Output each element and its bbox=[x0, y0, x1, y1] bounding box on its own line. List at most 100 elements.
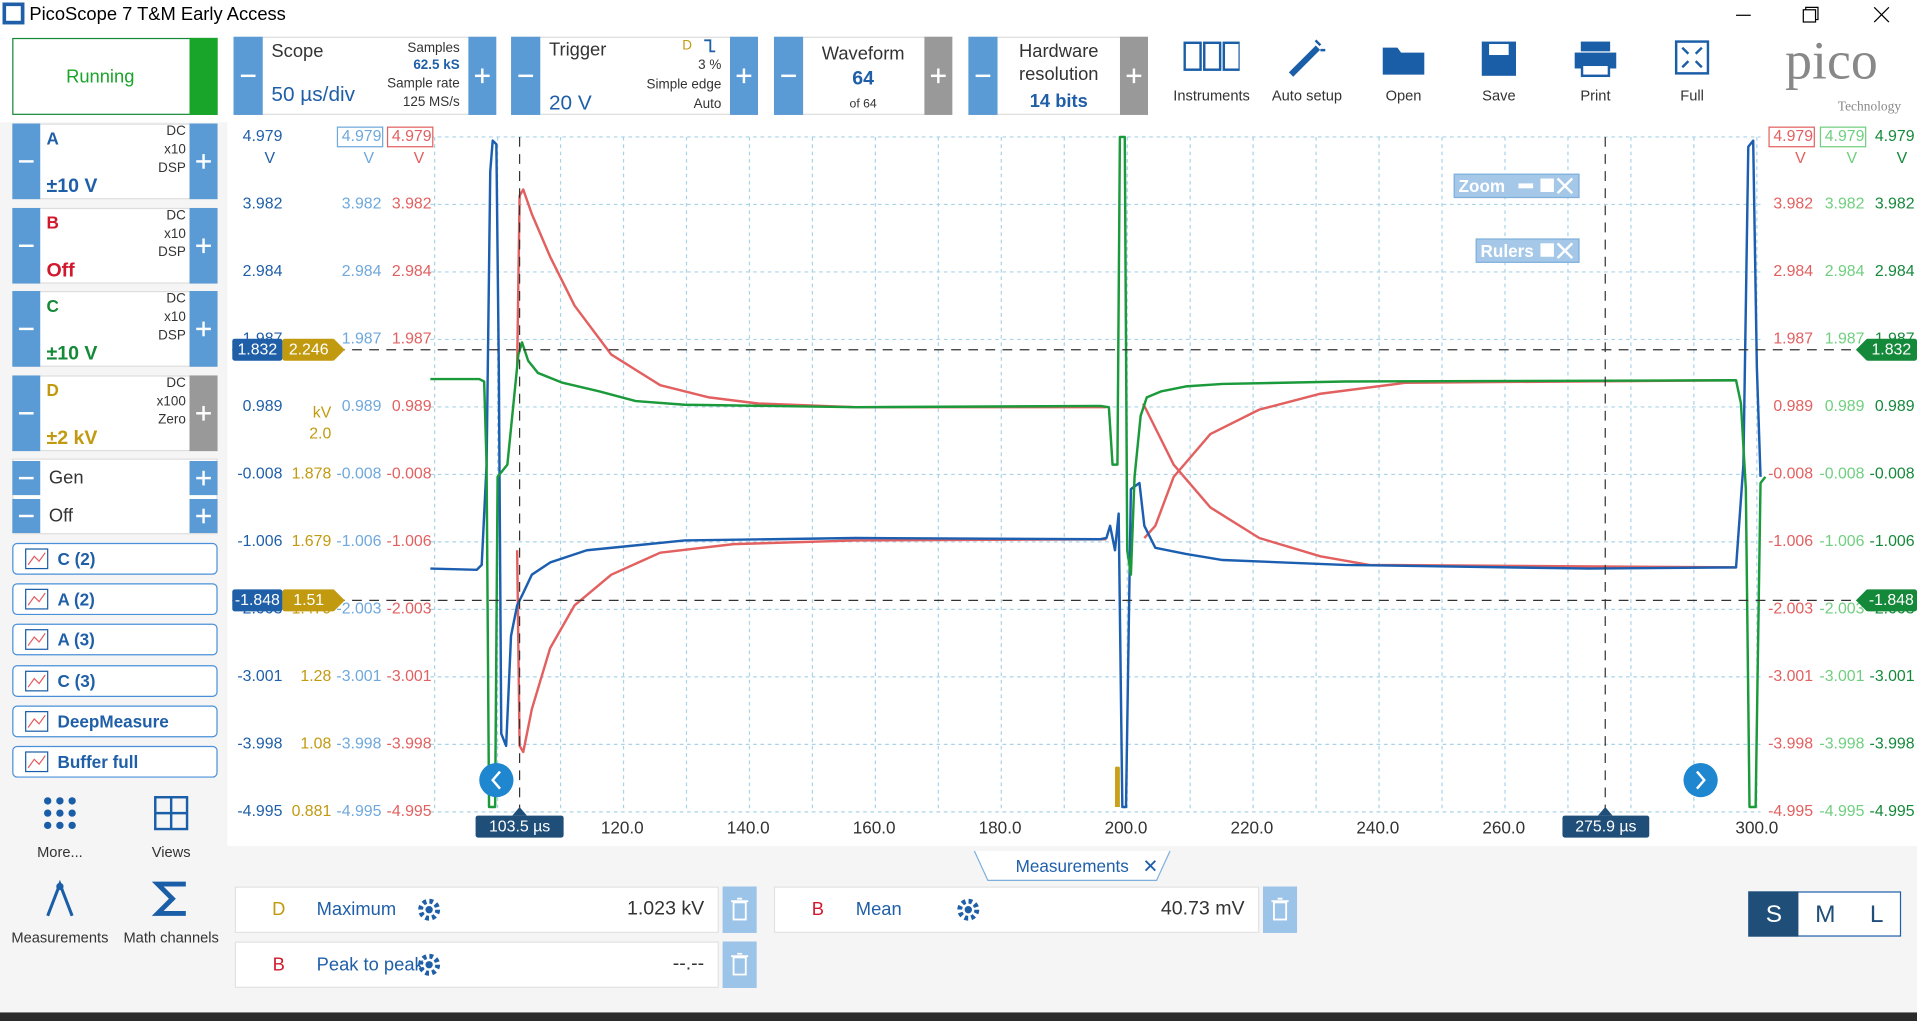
minus-button[interactable] bbox=[968, 36, 998, 115]
zoom-overlay-controls[interactable] bbox=[1516, 176, 1577, 196]
view-icon bbox=[25, 670, 49, 691]
side-button-label[interactable]: More... bbox=[37, 843, 83, 861]
toolbar-button-label[interactable]: Print bbox=[1580, 86, 1611, 104]
delete-button[interactable] bbox=[1262, 886, 1298, 933]
close[interactable] bbox=[1872, 5, 1892, 25]
level-ruler-box bbox=[282, 589, 335, 612]
size-button[interactable]: L bbox=[1869, 901, 1884, 929]
axis-label: 3.982 bbox=[1875, 196, 1915, 213]
delete-button[interactable] bbox=[722, 886, 757, 933]
axis-label: -2.003 bbox=[387, 601, 432, 618]
icon-shape bbox=[937, 68, 940, 84]
rulers-overlay-controls[interactable] bbox=[1536, 241, 1578, 261]
icon-shape bbox=[27, 633, 46, 647]
plus-button[interactable] bbox=[189, 498, 218, 534]
minus-button[interactable] bbox=[233, 36, 263, 115]
icon-shape bbox=[44, 821, 52, 830]
toolbar-button-label[interactable]: Open bbox=[1385, 86, 1422, 104]
axis-label: 0.989 bbox=[1773, 398, 1813, 415]
run-status: Running bbox=[66, 66, 135, 88]
plus-button[interactable] bbox=[189, 123, 218, 200]
rulers-overlay[interactable] bbox=[1475, 238, 1580, 263]
toolbar-button-label[interactable]: Full bbox=[1680, 86, 1704, 104]
icon-shape bbox=[732, 956, 747, 976]
toolbar-button-label[interactable]: Auto setup bbox=[1271, 86, 1343, 104]
view-button[interactable] bbox=[12, 705, 218, 738]
toolbar-button-label[interactable]: Instruments bbox=[1173, 86, 1250, 104]
plus-button[interactable] bbox=[729, 36, 758, 115]
view-button[interactable] bbox=[12, 664, 218, 697]
settings-icon[interactable] bbox=[417, 897, 441, 921]
view-button[interactable] bbox=[12, 745, 218, 778]
sample-rate: 125 MS/s bbox=[402, 94, 460, 110]
nav-left[interactable] bbox=[479, 762, 514, 798]
channel-panel bbox=[12, 207, 218, 284]
plus-button[interactable] bbox=[1119, 36, 1149, 115]
side-icon[interactable] bbox=[151, 879, 191, 918]
icon-shape bbox=[202, 470, 205, 486]
plus-button[interactable] bbox=[189, 207, 218, 284]
toolbar-icon[interactable] bbox=[1183, 38, 1240, 80]
plus-button[interactable] bbox=[189, 460, 218, 496]
side-icon[interactable] bbox=[40, 794, 79, 833]
view-label: C (2) bbox=[57, 549, 96, 569]
zoom-overlay[interactable] bbox=[1453, 173, 1580, 199]
axis-label: 1.878 bbox=[292, 466, 332, 483]
side-icon[interactable] bbox=[40, 879, 79, 918]
window-title: PicoScope 7 T&M Early Access bbox=[29, 4, 286, 26]
settings-icon[interactable] bbox=[417, 953, 441, 977]
minus-button[interactable] bbox=[773, 36, 804, 115]
logo-tagline: Technology bbox=[1837, 99, 1902, 115]
axis-label: 1.08 bbox=[300, 736, 331, 753]
plus-button[interactable] bbox=[924, 36, 953, 115]
minus-button[interactable] bbox=[12, 375, 41, 452]
view-button[interactable] bbox=[12, 542, 218, 575]
icon-shape bbox=[1873, 6, 1890, 23]
toolbar-icon[interactable] bbox=[1375, 38, 1431, 80]
axis-top-box bbox=[1819, 126, 1867, 148]
view-button[interactable] bbox=[12, 624, 218, 656]
generator-state: Off bbox=[48, 505, 74, 527]
delete-button[interactable] bbox=[722, 941, 757, 988]
trigger-label: Trigger bbox=[548, 39, 607, 61]
axis-label: 0.989 bbox=[342, 398, 382, 415]
side-button-label[interactable]: Measurements bbox=[11, 929, 109, 947]
size-button[interactable]: S bbox=[1765, 901, 1783, 929]
toolbar-icon[interactable] bbox=[1567, 38, 1623, 80]
resolution-label: resolution bbox=[1018, 64, 1099, 85]
measurements-tab-shape[interactable] bbox=[973, 850, 1171, 882]
minimize[interactable] bbox=[1734, 5, 1754, 25]
minus-button[interactable] bbox=[12, 291, 41, 367]
plus-button[interactable] bbox=[189, 375, 218, 452]
toolbar-icon[interactable] bbox=[1471, 38, 1527, 80]
axis-label: -1.006 bbox=[1870, 533, 1915, 550]
side-icon[interactable] bbox=[152, 794, 191, 833]
toolbar-button-label[interactable]: Save bbox=[1482, 86, 1516, 104]
minus-button[interactable] bbox=[12, 207, 41, 284]
axis-label: -2.003 bbox=[1819, 601, 1864, 618]
restore[interactable] bbox=[1801, 5, 1821, 25]
toolbar-icon[interactable] bbox=[1279, 38, 1335, 80]
icon-shape bbox=[425, 961, 433, 969]
view-button[interactable] bbox=[12, 583, 218, 616]
level-ruler: 1.832 bbox=[1871, 342, 1911, 359]
plus-button[interactable] bbox=[189, 291, 218, 367]
icon-shape bbox=[1674, 40, 1710, 75]
axis-label: -3.001 bbox=[237, 668, 282, 685]
minus-button[interactable] bbox=[511, 36, 541, 115]
trace-b bbox=[515, 188, 1107, 409]
nav-right[interactable] bbox=[1683, 762, 1718, 798]
size-button[interactable]: M bbox=[1815, 901, 1836, 929]
toolbar-icon[interactable] bbox=[1664, 38, 1720, 80]
icon-shape bbox=[27, 714, 46, 728]
plus-button[interactable] bbox=[468, 36, 497, 115]
side-button-label[interactable]: Math channels bbox=[123, 929, 219, 947]
size-selected[interactable] bbox=[1748, 891, 1799, 937]
measurement-name: Peak to peak bbox=[316, 954, 424, 976]
minus-button[interactable] bbox=[12, 498, 41, 534]
minus-button[interactable] bbox=[12, 123, 41, 200]
minus-button[interactable] bbox=[12, 460, 41, 496]
settings-icon[interactable] bbox=[956, 897, 980, 921]
side-button-label[interactable]: Views bbox=[151, 843, 191, 861]
